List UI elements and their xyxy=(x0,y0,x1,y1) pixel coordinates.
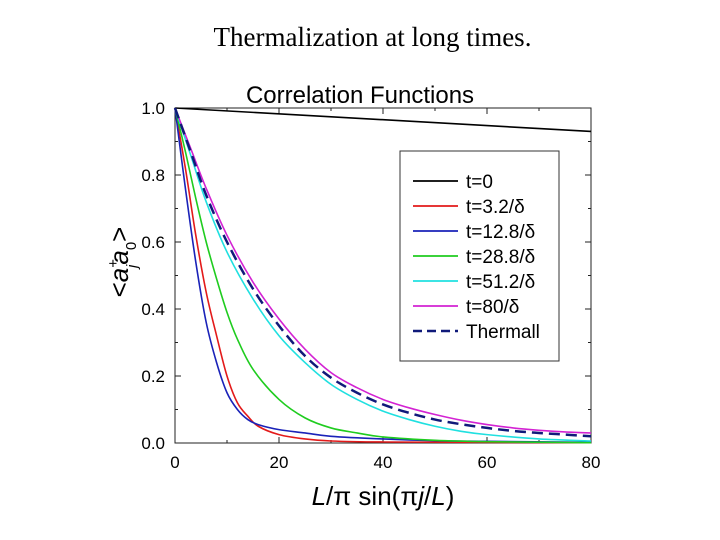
series-line-5 xyxy=(174,107,592,434)
svg-text:<a+ja0>: <a+ ja0> xyxy=(104,227,141,298)
series-line-0 xyxy=(174,107,592,133)
y-tick-label: 0.8 xyxy=(141,166,165,185)
y-tick-label: 1.0 xyxy=(141,99,165,118)
series-lines xyxy=(173,107,592,444)
legend-label-4: t=51.2/δ xyxy=(466,272,535,293)
legend-label-6: Thermall xyxy=(466,322,540,343)
tick-labels: 0 20 40 60 80 0.0 0.2 0.4 0.6 0.8 1.0 xyxy=(141,99,600,472)
y-tick-label: 0.0 xyxy=(141,434,165,453)
x-tick-label: 40 xyxy=(374,453,393,472)
chart-title: Correlation Functions xyxy=(246,82,474,109)
legend-label-5: t=80/δ xyxy=(466,297,519,318)
slide-title: Thermalization at long times. xyxy=(213,22,532,52)
x-tick-label: 60 xyxy=(478,453,497,472)
series-line-1 xyxy=(174,107,592,444)
x-tick-label: 20 xyxy=(270,453,289,472)
legend-label-2: t=12.8/δ xyxy=(466,222,535,243)
y-axis-label: <a+ ja0> xyxy=(104,227,141,298)
legend: t=0 t=3.2/δ t=12.8/δ t=28.8/δ t=51.2/δ t=80/δ… xyxy=(413,172,540,343)
x-tick-label: 80 xyxy=(582,453,601,472)
y-tick-label: 0.4 xyxy=(141,300,165,319)
legend-label-1: t=3.2/δ xyxy=(466,197,525,218)
legend-label-0: t=0 xyxy=(466,172,493,193)
series-line-6 xyxy=(173,107,592,438)
series-line-4 xyxy=(174,107,592,442)
legend-label-3: t=28.8/δ xyxy=(466,247,535,268)
x-tick-label: 0 xyxy=(170,453,179,472)
series-line-3 xyxy=(174,107,592,444)
x-axis-label: L/π sin(πj/L) xyxy=(312,481,455,511)
y-tick-label: 0.2 xyxy=(141,367,165,386)
y-tick-label: 0.6 xyxy=(141,233,165,252)
